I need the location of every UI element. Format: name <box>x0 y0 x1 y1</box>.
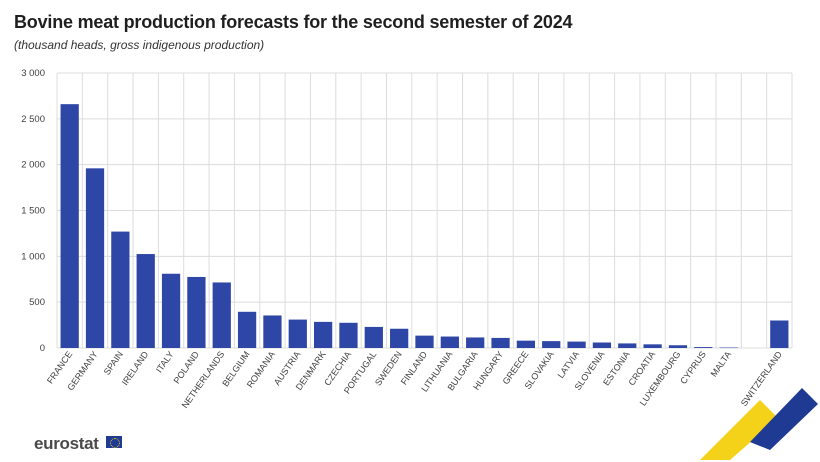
bar-malta <box>719 347 738 349</box>
eu-flag-icon <box>106 436 122 448</box>
bar-finland <box>415 335 434 348</box>
bar-spain <box>111 231 130 348</box>
y-tick-label: 2 500 <box>21 114 45 125</box>
bar-switzerland <box>770 320 789 348</box>
bar-cyprus <box>694 347 713 348</box>
bar-bulgaria <box>466 337 485 348</box>
y-tick-label: 500 <box>29 297 45 308</box>
bar-ireland <box>136 254 155 348</box>
bar-chart: 0 500 1 000 1 500 2 000 2 500 3 000 FRANCEGERM… <box>21 68 793 410</box>
bar-italy <box>161 273 181 348</box>
bar-greece <box>516 340 536 348</box>
bar-slovakia <box>542 341 561 348</box>
bars <box>60 104 789 349</box>
bar-poland <box>187 276 206 348</box>
bar-lithuania <box>440 336 459 348</box>
bar-sweden <box>390 328 409 348</box>
x-tick-label: MALTA <box>709 349 734 378</box>
bar-denmark <box>313 321 333 348</box>
y-tick-label: 3 000 <box>21 68 45 79</box>
x-tick-label: ITALY <box>154 349 176 374</box>
bar-hungary <box>491 337 510 348</box>
bar-austria <box>288 319 307 348</box>
y-axis-ticks: 0 500 1 000 1 500 2 000 2 500 3 000 <box>21 68 45 354</box>
bar-estonia <box>618 343 637 348</box>
bar-netherlands <box>212 282 231 348</box>
bar-croatia <box>643 344 662 348</box>
chart-subtitle: (thousand heads, gross indigenous produc… <box>14 38 265 52</box>
bar-portugal <box>364 326 383 348</box>
bar-luxembourg <box>668 345 688 348</box>
x-tick-label: LATVIA <box>556 349 582 380</box>
y-tick-label: 2 000 <box>21 160 45 171</box>
bar-germany <box>85 168 105 348</box>
swoosh-yellow-shape <box>700 400 778 460</box>
eurostat-swoosh-icon <box>700 388 818 460</box>
eurostat-logo: eurostat <box>34 434 99 453</box>
y-tick-label: 1 000 <box>21 251 45 262</box>
y-tick-label: 0 <box>40 343 45 354</box>
bar-slovenia <box>592 342 612 348</box>
chart-title: Bovine meat production forecasts for the… <box>14 12 573 32</box>
bar-latvia <box>567 341 586 348</box>
y-tick-label: 1 500 <box>21 206 45 217</box>
bar-belgium <box>237 311 257 348</box>
bar-france <box>60 104 79 349</box>
swoosh-blue-shape <box>750 388 818 450</box>
x-tick-label: SPAIN <box>102 349 125 376</box>
grid-lines <box>56 72 793 349</box>
bar-czechia <box>339 322 358 348</box>
bar-romania <box>263 315 282 348</box>
